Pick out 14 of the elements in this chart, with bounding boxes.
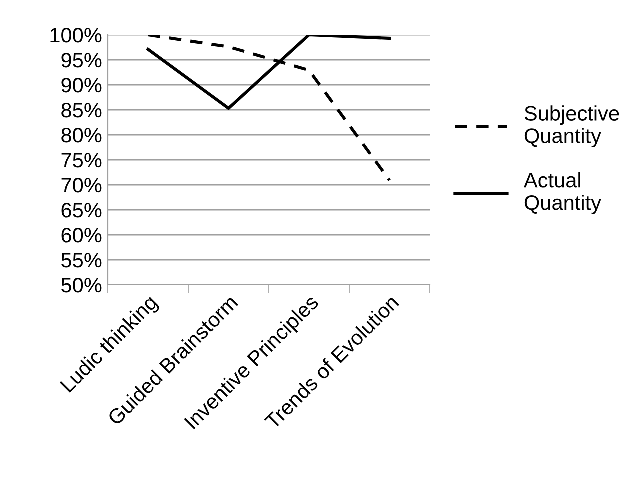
legend-label: Actual Quantity	[524, 172, 602, 214]
y-tick-label: 95%	[62, 53, 102, 68]
y-tick-label: 75%	[62, 153, 102, 168]
y-tick-label: 50%	[62, 278, 102, 293]
line-series	[146, 35, 392, 182]
y-tick-label: 65%	[62, 203, 102, 218]
y-tick-label: 85%	[62, 103, 102, 118]
y-tick-label: 80%	[62, 128, 102, 143]
y-tick-label: 100%	[50, 28, 102, 43]
legend-label: Subjective Quantity	[524, 106, 620, 148]
y-tick-label: 90%	[62, 78, 102, 93]
y-tick-label: 70%	[62, 178, 102, 193]
y-tick-label: 55%	[62, 253, 102, 268]
y-tick-label: 60%	[62, 228, 102, 243]
